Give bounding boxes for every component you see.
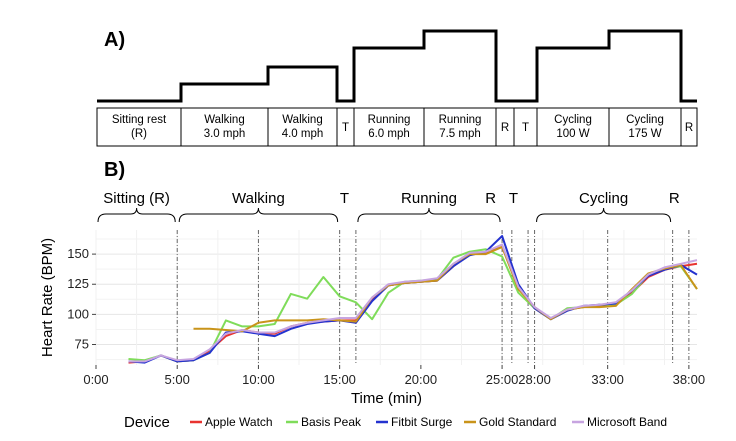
series-line-microsoft-band	[128, 243, 698, 363]
protocol-cell-text: Walking	[282, 114, 322, 126]
phase-label: T	[340, 190, 349, 207]
protocol-cell-text: T	[342, 122, 349, 134]
protocol-cell-text: 7.5 mph	[439, 128, 481, 140]
legend-label: Microsoft Band	[587, 415, 667, 429]
x-tick-label: 20:00	[405, 372, 438, 387]
phase-brace	[178, 207, 339, 223]
y-axis-ticks: 75 100 125 150	[67, 246, 96, 352]
legend-label: Apple Watch	[205, 415, 273, 429]
x-tick-label: 10:00	[242, 372, 275, 387]
protocol-cell-text: 6.0 mph	[368, 128, 410, 140]
y-tick-label: 125	[67, 276, 89, 291]
x-tick-label: 33:00	[591, 372, 624, 387]
heart-rate-chart: 75 100 125 150 0:00 5:00 10:00 15:00 20:00 25:00…	[39, 230, 705, 407]
phase-label: Sitting (R)	[103, 190, 170, 207]
y-tick-label: 150	[67, 246, 89, 261]
protocol-cell-text: Running	[368, 114, 411, 126]
phase-label: R	[485, 190, 496, 207]
phase-label: Running	[401, 190, 457, 207]
x-tick-label: 0:00	[83, 372, 108, 387]
x-tick-label: 25:00	[486, 372, 519, 387]
x-axis-title: Time (min)	[351, 390, 422, 407]
phase-brace	[536, 207, 672, 223]
x-tick-label: 15:00	[323, 372, 356, 387]
legend-title: Device	[124, 414, 170, 431]
protocol-cell-text: Cycling	[626, 114, 664, 126]
protocol-cell-text: Cycling	[554, 114, 592, 126]
protocol-step-line	[97, 29, 697, 103]
legend-label: Gold Standard	[479, 415, 556, 429]
x-tick-label: 38:00	[673, 372, 706, 387]
protocol-cell-text: 100 W	[556, 128, 589, 140]
series-lines	[128, 235, 698, 364]
phase-brace	[357, 207, 501, 223]
phase-brace	[97, 207, 176, 223]
panel-b-label: B)	[104, 159, 125, 181]
phase-label: Cycling	[579, 190, 628, 207]
phase-label: Walking	[232, 190, 285, 207]
protocol-cell-text: Sitting rest	[112, 114, 167, 126]
legend-label: Basis Peak	[301, 415, 362, 429]
protocol-cell-text: Walking	[204, 114, 244, 126]
x-tick-label: 28:00	[518, 372, 551, 387]
y-tick-label: 75	[75, 337, 89, 352]
protocol-cell-text: R	[501, 122, 509, 134]
y-tick-label: 100	[67, 306, 89, 321]
plot-area	[96, 230, 697, 365]
protocol-diagram: Sitting rest (R) Walking 3.0 mph Walking 4.0 …	[96, 29, 698, 147]
legend: Device Apple Watch Basis Peak Fitbit Surge…	[124, 414, 667, 431]
legend-label: Fitbit Surge	[391, 415, 453, 429]
phase-label: T	[509, 190, 518, 207]
protocol-cell-text: T	[522, 122, 529, 134]
protocol-table	[96, 107, 698, 147]
protocol-cell-text: 4.0 mph	[282, 128, 324, 140]
x-tick-label: 5:00	[165, 372, 190, 387]
protocol-cell-text: 175 W	[628, 128, 661, 140]
phase-label: R	[669, 190, 680, 207]
protocol-cell-text: Running	[439, 114, 482, 126]
panel-a-label: A)	[104, 29, 125, 51]
protocol-cell-text: (R)	[131, 128, 147, 140]
grid	[95, 230, 697, 365]
protocol-cell-text: 3.0 mph	[204, 128, 246, 140]
x-axis-ticks: 0:00 5:00 10:00 15:00 20:00 25:00 28:00 33:00 38…	[83, 365, 705, 387]
protocol-cell-text: R	[685, 122, 693, 134]
y-axis-title: Heart Rate (BPM)	[39, 238, 56, 357]
phase-annotations: Sitting (R) Walking T Running R T Cycling R	[97, 190, 680, 223]
